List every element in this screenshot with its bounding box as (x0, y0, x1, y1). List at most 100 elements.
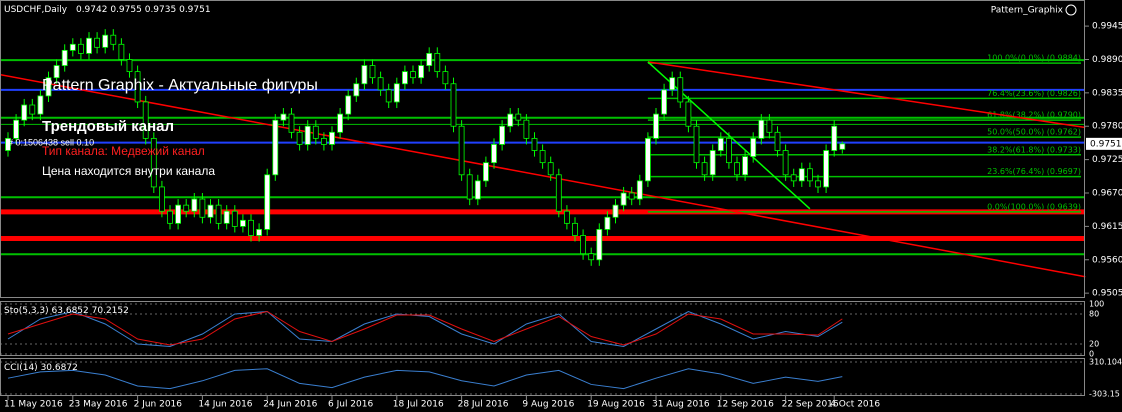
indicator-tick-label: 20 (1089, 340, 1099, 349)
indicator-line (7, 310, 843, 348)
candle-body (474, 180, 481, 200)
x-tick-label: 12 Sep 2016 (717, 400, 774, 410)
order-label: # 0:1506438 sell 0.10 (8, 137, 94, 147)
candle-body (215, 204, 222, 224)
sto-frame (0, 301, 1085, 356)
candle-body (482, 162, 489, 182)
candle-body (645, 137, 651, 182)
overlay-channel-type: Тип канала: Медвежий канал (42, 144, 205, 158)
candle-body (199, 198, 206, 218)
candle-body (491, 144, 497, 164)
candle-body (118, 43, 125, 60)
overlay-pattern: Трендовый канал (42, 118, 174, 135)
candle-body (653, 113, 659, 139)
candle-body (782, 150, 789, 176)
candle-body (685, 101, 692, 127)
candle-body (393, 83, 400, 103)
candle-body (839, 143, 846, 150)
candle-body (401, 71, 408, 85)
x-tick-label: 2 Jun 2016 (134, 400, 183, 410)
header: USDCHF,Daily 0.9742 0.9755 0.9735 0.9751 (4, 5, 211, 15)
fib-label: 23.6%(76.4%) (0.9697) (987, 167, 1081, 176)
candle-body (612, 204, 619, 218)
drawing-layer: 100.0%(0.0%) (0.9884) 76.4%(23.6%) (0.982… (0, 29, 1086, 395)
fib-label: 0.0%(100.0%) (0.9639) (987, 202, 1081, 211)
indicator-tick-label: 100 (1089, 300, 1104, 309)
candle-body (45, 77, 52, 97)
candle-body (709, 150, 716, 176)
y-tick-label: 0.9890 (1092, 55, 1122, 65)
fib-label: 61.8%(38.2%) (0.9790) (987, 111, 1081, 120)
candle-body (815, 180, 821, 188)
candle-body (539, 150, 546, 164)
candle-body (102, 34, 109, 48)
cci-label: CCI(14) (4, 363, 38, 373)
candle-body (312, 125, 319, 139)
trend-line (0, 73, 1086, 278)
x-tick-label: 19 Aug 2016 (587, 400, 645, 410)
overlay-status: Цена находится внутри канала (42, 164, 215, 178)
candle-body (807, 168, 813, 182)
indicator-tick-label: 0 (1089, 350, 1094, 359)
candle-body (798, 168, 805, 182)
fib-label: 38.2%(61.8%) (0.9733) (987, 145, 1081, 154)
candle-body (693, 125, 700, 164)
candle-body (126, 59, 133, 73)
x-tick-label: 24 Jun 2016 (263, 400, 317, 410)
candle-body (466, 174, 473, 200)
main-frame (0, 0, 1085, 298)
candle-body (499, 125, 506, 145)
candle-body (345, 95, 352, 115)
price-box (1086, 137, 1122, 150)
sto-main: 63.6852 (52, 306, 89, 316)
candle-body (29, 104, 36, 115)
candle-body (628, 192, 635, 200)
candle-body (588, 253, 595, 261)
candle-body (353, 83, 360, 97)
sto-signal: 70.2152 (92, 306, 129, 316)
candle-body (701, 162, 708, 176)
candle-body (677, 77, 684, 103)
candle-body (142, 101, 149, 139)
candle-body (21, 104, 28, 121)
brand: Pattern_Graphix (991, 6, 1064, 16)
fib-label: 76.4%(23.6%) (0.9826) (987, 89, 1081, 98)
candle-body (361, 65, 368, 85)
x-tick-label: 23 May 2016 (69, 400, 128, 410)
brand-icon[interactable] (1065, 4, 1077, 16)
candle-body (231, 210, 238, 227)
candle-body (69, 43, 76, 51)
x-tick-label: 28 Jul 2016 (458, 400, 509, 410)
candle-body (604, 216, 611, 230)
candle-body (13, 119, 20, 139)
candle-body (53, 65, 60, 79)
cci-value: 30.6872 (41, 363, 78, 373)
candle-body (596, 229, 603, 261)
candle-body (766, 119, 773, 133)
candle-body (5, 137, 11, 151)
candle-body (547, 162, 554, 176)
fib-label: 50.0%(50.0%) (0.9762) (987, 128, 1081, 137)
candle-body (264, 174, 271, 230)
fib-label: 100.0%(0.0%) (0.9884) (987, 54, 1081, 63)
candle-body (337, 113, 344, 133)
candle-body (320, 137, 327, 145)
x-tick-label: 31 Aug 2016 (652, 400, 710, 410)
candle-body (134, 71, 141, 103)
candle-body (175, 204, 182, 224)
trend-line (647, 61, 1086, 129)
candle-body (742, 156, 748, 176)
candle-body (823, 150, 829, 188)
candle-body (37, 95, 44, 115)
x-tick-label: 9 Aug 2016 (522, 400, 574, 410)
candle-body (94, 37, 100, 48)
candle-body (385, 89, 392, 103)
candle-body (831, 125, 838, 151)
candle-body (564, 210, 570, 224)
indicator-tick-label: 80 (1089, 310, 1099, 319)
candle-body (256, 229, 263, 236)
candle-body (434, 53, 441, 73)
y-tick-label: 0.9505 (1092, 289, 1122, 299)
